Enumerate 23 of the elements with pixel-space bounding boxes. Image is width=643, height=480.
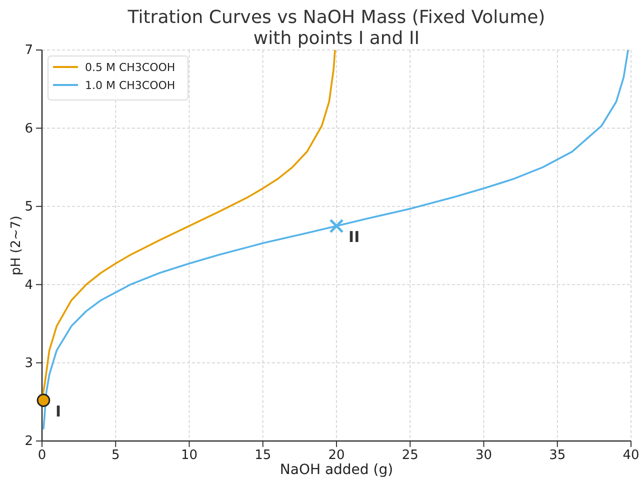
x-tick-label: 35 — [549, 448, 566, 464]
line-series — [42, 49, 629, 430]
x-tick-label: 20 — [328, 448, 345, 464]
y-axis-title: pH (2~7) — [9, 216, 24, 276]
x-tick-label: 15 — [254, 448, 272, 464]
x-axis-title: NaOH added (g) — [280, 462, 394, 478]
x-tick-label: 40 — [622, 448, 640, 464]
annotation: I — [55, 402, 62, 420]
y-tick-label: 5 — [24, 200, 33, 215]
y-tick-label: 6 — [24, 121, 33, 136]
x-tick-label: 30 — [475, 448, 492, 464]
annotation: II — [348, 228, 360, 246]
x-tick-label: 0 — [38, 448, 46, 464]
legend-label: 0.5 M CH3COOH — [85, 61, 176, 74]
y-tick-label: 2 — [24, 434, 33, 450]
x-tick-label: 25 — [402, 448, 418, 464]
y-tick-label: 3 — [24, 356, 33, 371]
x-tick-label: 5 — [111, 448, 120, 464]
chart-title: Titration Curves vs NaOH Mass (Fixed Volume) with points I and II — [126, 7, 546, 49]
y-tick-label: 7 — [24, 43, 33, 58]
x-tick-label: 10 — [180, 448, 198, 464]
legend-label: 1.0 M CH3COOH — [85, 79, 176, 92]
y-tick-label: 4 — [24, 278, 33, 293]
